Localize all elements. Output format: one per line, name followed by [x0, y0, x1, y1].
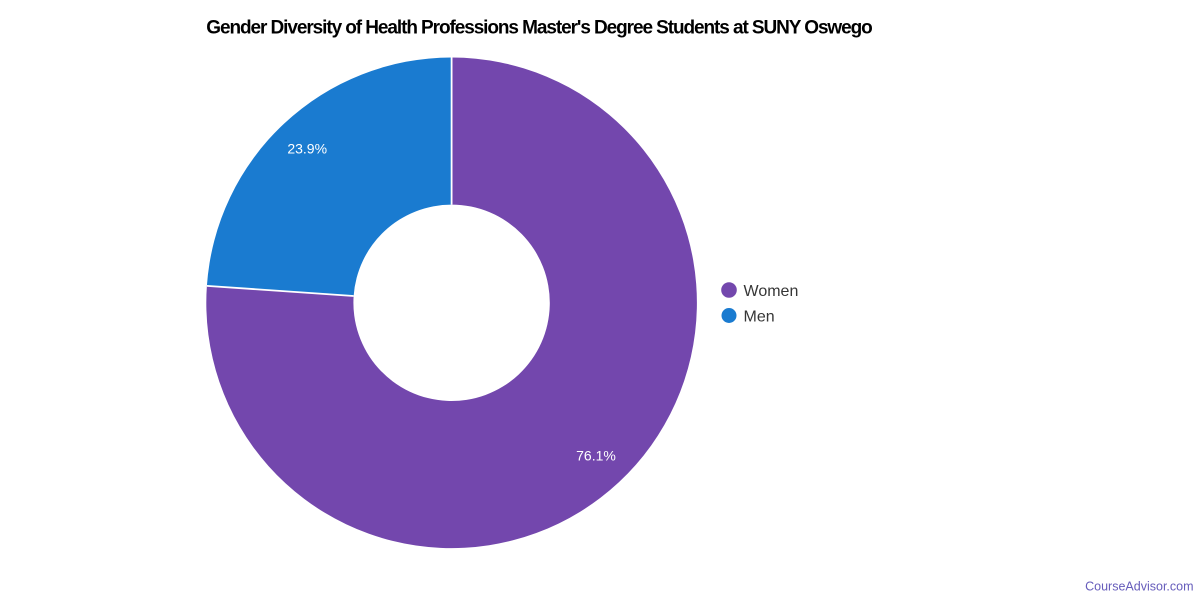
svg-text:Gender Diversity of Health Pro: Gender Diversity of Health Professions M…: [206, 18, 872, 39]
svg-text:Men: Men: [744, 308, 775, 325]
svg-text:CourseAdvisor.com: CourseAdvisor.com: [1085, 580, 1193, 594]
svg-text:Women: Women: [744, 283, 799, 300]
svg-text:76.1%: 76.1%: [576, 447, 616, 463]
svg-text:23.9%: 23.9%: [287, 140, 327, 156]
